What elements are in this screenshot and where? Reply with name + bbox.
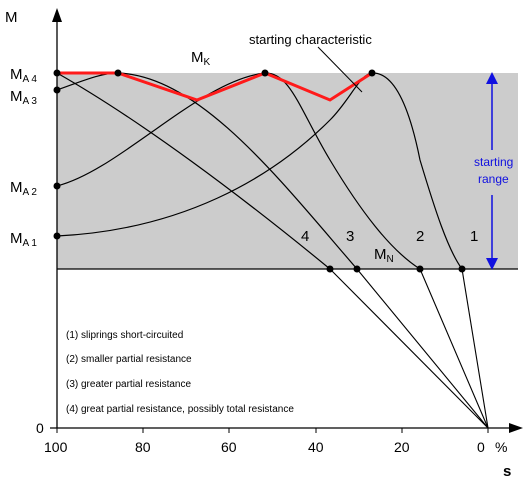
torque-label-mk: MK bbox=[191, 49, 211, 68]
legend-item-3: (3) greater partial resistance bbox=[66, 379, 191, 390]
x-tick-20: 20 bbox=[394, 439, 410, 455]
curve-points bbox=[53, 69, 466, 273]
starting-range-band bbox=[57, 73, 518, 269]
legend-item-1: (1) sliprings short-circuited bbox=[66, 330, 183, 341]
legend-item-4: (4) great partial resistance, possibly t… bbox=[66, 404, 294, 415]
x-axis-arrow-icon bbox=[509, 423, 523, 433]
curve-number-2: 2 bbox=[416, 228, 424, 245]
x-tick-100: 100 bbox=[44, 439, 68, 455]
torque-label-mn: MN bbox=[374, 246, 394, 265]
torque-curve-4 bbox=[56, 72, 331, 270]
x-tick-80: 80 bbox=[135, 439, 151, 455]
starting-characteristic-pointer bbox=[317, 46, 363, 93]
starting-range-label-1: starting bbox=[474, 155, 513, 169]
y-zero-label: 0 bbox=[36, 420, 44, 436]
curve-number-1: 1 bbox=[470, 228, 478, 245]
y-axis-label: M bbox=[5, 9, 18, 26]
x-tick-0: 0 bbox=[477, 439, 485, 455]
y-axis-arrow-icon bbox=[52, 8, 62, 22]
x-tick-40: 40 bbox=[308, 439, 324, 455]
curve-tails bbox=[329, 268, 489, 429]
starting-characteristic-line bbox=[57, 71, 373, 102]
curve-number-4: 4 bbox=[301, 228, 309, 245]
torque-label-ma1: MA 1 bbox=[10, 230, 37, 249]
curve-number-3: 3 bbox=[346, 228, 354, 245]
torque-label-ma4: MA 4 bbox=[10, 66, 37, 85]
torque-label-ma2: MA 2 bbox=[10, 179, 37, 198]
starting-characteristic-label: starting characteristic bbox=[249, 32, 372, 47]
legend-item-2: (2) smaller partial resistance bbox=[66, 354, 192, 365]
starting-range-label-2: range bbox=[478, 172, 509, 186]
x-unit-label: % bbox=[495, 439, 507, 455]
torque-curve-3 bbox=[56, 72, 358, 270]
x-axis-label: s bbox=[503, 463, 511, 480]
torque-curve-2 bbox=[56, 72, 421, 270]
x-axis-ticks bbox=[56, 428, 489, 433]
torque-label-ma3: MA 3 bbox=[10, 88, 37, 107]
x-tick-60: 60 bbox=[221, 439, 237, 455]
